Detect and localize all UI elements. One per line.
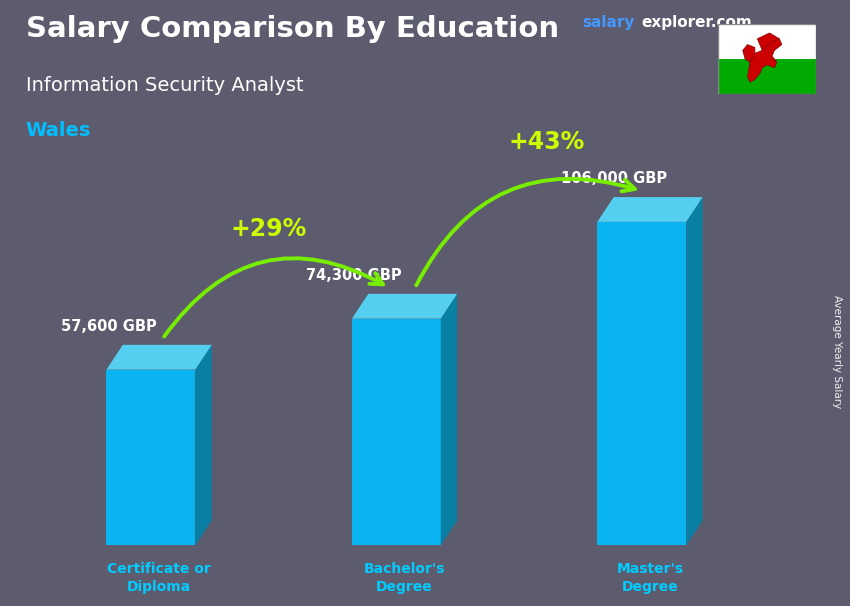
Polygon shape: [757, 33, 779, 50]
Polygon shape: [196, 345, 212, 545]
Polygon shape: [743, 45, 755, 62]
Polygon shape: [352, 319, 440, 545]
Polygon shape: [352, 294, 457, 319]
Text: explorer.com: explorer.com: [642, 15, 752, 30]
Bar: [718, 59, 816, 94]
Text: Certificate or
Diploma: Certificate or Diploma: [107, 562, 211, 594]
Polygon shape: [106, 370, 196, 545]
Text: 57,600 GBP: 57,600 GBP: [61, 319, 156, 334]
Polygon shape: [686, 197, 702, 545]
Text: Master's
Degree: Master's Degree: [616, 562, 683, 594]
Polygon shape: [748, 39, 782, 82]
Polygon shape: [598, 222, 686, 545]
Text: Information Security Analyst: Information Security Analyst: [26, 76, 303, 95]
Text: Average Yearly Salary: Average Yearly Salary: [832, 295, 842, 408]
Text: Bachelor's
Degree: Bachelor's Degree: [364, 562, 445, 594]
Text: +43%: +43%: [509, 130, 585, 154]
Bar: [718, 24, 816, 59]
Text: Salary Comparison By Education: Salary Comparison By Education: [26, 15, 558, 43]
Text: salary: salary: [582, 15, 635, 30]
Text: 106,000 GBP: 106,000 GBP: [561, 171, 666, 187]
Polygon shape: [440, 294, 457, 545]
Polygon shape: [598, 197, 702, 222]
Text: 74,300 GBP: 74,300 GBP: [306, 268, 402, 283]
Text: +29%: +29%: [231, 217, 307, 241]
Polygon shape: [106, 345, 212, 370]
Text: Wales: Wales: [26, 121, 91, 140]
